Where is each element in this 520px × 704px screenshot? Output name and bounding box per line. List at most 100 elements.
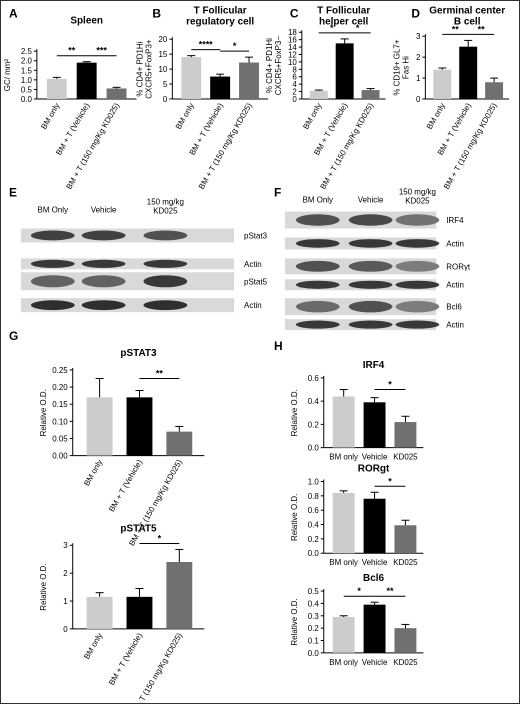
blot-column-label: Vehicle xyxy=(358,196,384,205)
x-tick-label: BM + T (150 mg/Kg KD025) xyxy=(318,101,375,191)
significance-label: ** xyxy=(478,24,485,34)
y-tick-label: 0.5 xyxy=(308,587,320,596)
y-axis-label-line: % CD4+ PD1Hi xyxy=(135,41,144,96)
bar xyxy=(46,78,67,99)
blot-band xyxy=(81,230,126,241)
chart-title: Germinal center B cell xyxy=(429,5,505,27)
y-tick-label: 0.4 xyxy=(308,521,320,530)
blot-band xyxy=(395,280,440,289)
chart-title: pSTAT3 xyxy=(120,348,157,359)
y-tick-label: 2.0 xyxy=(21,57,33,66)
x-tick-label: BM only xyxy=(329,558,358,567)
y-tick-label: 2 xyxy=(416,53,421,62)
panel-letter-A: A xyxy=(9,6,18,20)
y-tick-label: 10 xyxy=(158,65,167,74)
chart-title-line: T Follicular xyxy=(317,5,370,16)
significance-label: * xyxy=(356,23,360,33)
bar xyxy=(361,90,380,99)
chart-title: T Follicular helper cell xyxy=(317,5,370,27)
y-tick-label: 0.0 xyxy=(308,649,320,658)
y-tick-label: 0.20 xyxy=(52,383,68,392)
bar xyxy=(332,396,355,448)
x-tick-label: BM only xyxy=(174,101,196,130)
x-tick-label: BM only xyxy=(82,458,104,487)
chart-title: Spleen xyxy=(70,15,103,26)
blot-band xyxy=(295,300,340,313)
bar xyxy=(106,88,127,99)
blot-band xyxy=(295,320,340,329)
bar xyxy=(363,498,386,554)
y-tick-label: 1.5 xyxy=(21,66,33,75)
significance-label: * xyxy=(233,41,237,51)
y-tick-label: 16 xyxy=(288,36,297,45)
y-tick-label: 0.15 xyxy=(52,400,68,409)
y-axis-label-line: % CD4+ PD1Hi xyxy=(265,38,274,93)
blot-band xyxy=(143,259,188,268)
blot-row-label: Actin xyxy=(446,321,464,330)
x-tick-label: Vehicle xyxy=(362,658,388,667)
y-axis-label: GC/ mm² xyxy=(3,59,12,92)
blot-row-label: Actin xyxy=(446,239,464,248)
blot-band xyxy=(395,214,440,226)
chart-G-pSTAT5: pSTAT5 0 1 2 3 Relative O.D. BM only BM + T (Ve… xyxy=(39,523,205,703)
y-tick-label: 1 xyxy=(416,74,421,83)
blot-band xyxy=(348,280,393,289)
bar xyxy=(126,596,153,629)
y-tick-label: 0.4 xyxy=(308,599,320,608)
y-axis-label: Relative O.D. xyxy=(39,389,48,436)
blot-band xyxy=(395,300,440,313)
chart-title-line: Germinal center xyxy=(429,5,505,16)
blot-band xyxy=(30,275,75,288)
blot-row-label: IRF4 xyxy=(446,216,464,225)
y-axis-label-line: Fas Hi xyxy=(401,56,410,79)
blot-band xyxy=(295,280,340,289)
x-tick-label: KD025 xyxy=(393,658,418,667)
y-tick-label: 0.6 xyxy=(308,506,320,515)
y-tick-label: 0.2 xyxy=(308,420,320,429)
y-tick-label: 0.5 xyxy=(21,85,33,94)
significance-label: * xyxy=(388,380,392,390)
y-tick-label: 0.8 xyxy=(308,492,320,501)
blot-column-label: 150 mg/kg KD025 xyxy=(399,188,436,206)
x-tick-label: BM + T (150 mg/Kg KD025) xyxy=(64,101,121,191)
bar xyxy=(363,402,386,448)
y-tick-label: 0.00 xyxy=(52,452,68,461)
y-tick-label: 1 xyxy=(63,597,68,606)
x-tick-label: BM only xyxy=(82,631,104,660)
y-tick-label: 2 xyxy=(63,569,68,578)
blot-band xyxy=(81,300,126,311)
chart-H-Bcl6: Bcl6 0.0 0.1 0.2 0.3 0.4 0.5 Relative O.D. BM on… xyxy=(290,573,424,667)
chart-title: Bcl6 xyxy=(363,573,384,584)
bar xyxy=(126,397,153,456)
blot-band xyxy=(295,239,340,248)
bar xyxy=(394,628,417,653)
y-tick-label: 5 xyxy=(163,80,168,89)
blot-band xyxy=(348,239,393,248)
bar xyxy=(166,561,193,629)
blot-band xyxy=(295,260,340,272)
blot-band xyxy=(295,214,340,226)
y-tick-label: 12 xyxy=(288,50,297,59)
chart-H-IRF4: IRF4 0.0 0.2 0.4 0.6 Relative O.D. BM only Vehi… xyxy=(290,360,424,462)
y-tick-label: 0 xyxy=(416,95,421,104)
blot-column-label-line: KD025 xyxy=(153,207,178,216)
y-tick-label: 0.0 xyxy=(308,444,320,453)
y-tick-label: 0.25 xyxy=(52,366,68,375)
x-tick-label: Vehicle xyxy=(362,558,388,567)
chart-A-Spleen: Spleen 0.00.51.01.52.02.5 GC/ mm² BM onlyBM… xyxy=(3,15,137,191)
y-tick-label: 0.6 xyxy=(308,374,320,383)
blot-row-label: pStat3 xyxy=(244,231,268,240)
bar xyxy=(394,422,417,448)
y-axis-label: Relative O.D. xyxy=(290,494,299,541)
chart-title-line: helper cell xyxy=(319,16,368,27)
chart-title: T Follicular regulatory cell xyxy=(186,5,254,27)
significance-label: ** xyxy=(68,46,75,56)
blot-row-label: pStat5 xyxy=(244,277,268,286)
blot-band xyxy=(348,260,393,272)
blot-row-label: Actin xyxy=(244,260,262,269)
bar xyxy=(332,492,355,554)
x-tick-label: BM + T (150 mg/Kg KD025) xyxy=(197,101,254,191)
bar xyxy=(335,43,354,99)
y-tick-label: 0.10 xyxy=(52,417,68,426)
